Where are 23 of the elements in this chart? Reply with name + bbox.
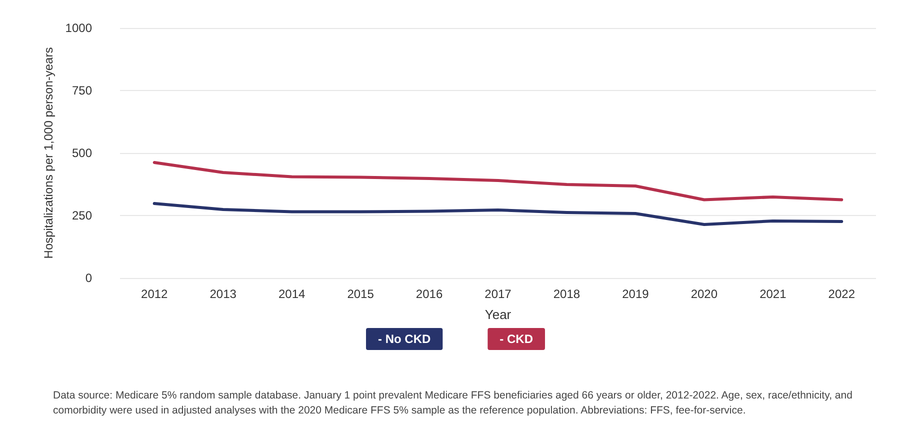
text: - No CKD xyxy=(378,332,431,346)
source-note: Data source: Medicare 5% random sample database. January 1 point prevalent Medicare FFS beneficiaries aged 66 years or older, 2012-2022. Age, sex, race/ethnicity, and comorbidity were used in adjusted analyses with the 2020 Medicare FFS 5% sample as the reference population. Abbreviations: FFS, fee-for-service. xyxy=(53,390,856,416)
line-series xyxy=(152,161,844,202)
x-tick-label: 2020 xyxy=(690,287,718,301)
y-axis-title: Hospitalizations per 1,000 person-years xyxy=(41,47,56,259)
text: - CKD xyxy=(500,332,534,346)
y-tick-label: 500 xyxy=(72,146,92,160)
x-axis-title: Year xyxy=(484,307,512,322)
line-series xyxy=(152,202,844,226)
x-tick-label: 2013 xyxy=(210,287,237,301)
y-tick-label: 0 xyxy=(85,271,92,285)
x-tick-label: 2014 xyxy=(278,287,306,301)
x-tick-label: 2012 xyxy=(141,287,168,301)
x-tick-label: 2017 xyxy=(484,287,512,301)
x-tick-label: 2021 xyxy=(760,287,787,301)
x-tick-label: 2019 xyxy=(622,287,650,301)
x-tick-label: 2018 xyxy=(553,287,580,301)
x-tick-label: 2015 xyxy=(347,287,374,301)
y-tick-label: 250 xyxy=(72,208,92,222)
y-tick-label: 750 xyxy=(72,84,92,98)
x-tick-label: 2022 xyxy=(828,287,856,301)
x-tick-label: 2016 xyxy=(416,287,443,301)
y-tick-label: 1000 xyxy=(65,21,92,35)
